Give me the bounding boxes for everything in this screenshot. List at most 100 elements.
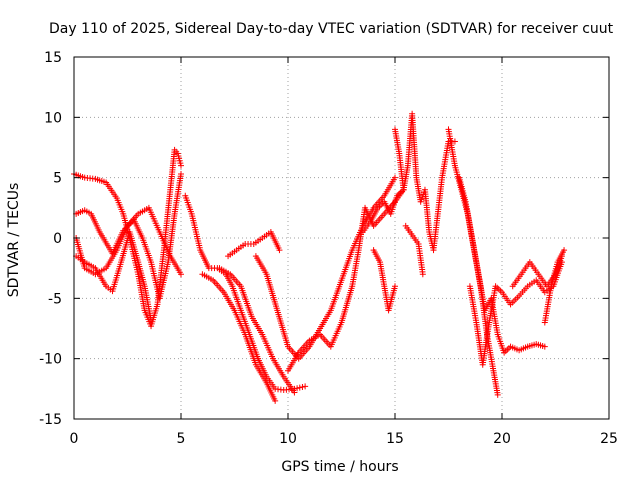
data-point-interp <box>240 242 247 249</box>
data-point-interp <box>494 329 501 336</box>
data-point-interp <box>438 176 445 183</box>
data-point-interp <box>279 371 286 378</box>
series-track-i <box>252 174 398 362</box>
data-point-interp <box>134 256 141 263</box>
data-point-interp <box>409 232 416 239</box>
data-point-interp <box>390 176 397 183</box>
data-point-interp <box>173 148 180 155</box>
data-point-interp <box>367 218 374 225</box>
data-point-interp <box>379 194 386 201</box>
data-point-interp <box>373 206 380 213</box>
data-point-interp <box>405 226 412 233</box>
y-tick-label: 10 <box>44 110 62 126</box>
data-point-interp <box>258 329 265 336</box>
data-point-interp <box>497 287 504 294</box>
series-track-m <box>392 110 458 254</box>
data-point-interp <box>177 173 184 180</box>
series-track-q <box>466 259 565 368</box>
data-point-interp <box>391 285 398 292</box>
x-tick-label: 25 <box>600 431 618 447</box>
data-point-interp <box>133 212 140 219</box>
data-point-interp <box>294 351 301 358</box>
data-point-interp <box>81 263 88 270</box>
x-tick-label: 20 <box>493 431 511 447</box>
series-track-j <box>285 186 407 374</box>
data-point-interp <box>355 249 362 256</box>
data-point-interp <box>252 359 259 366</box>
data-point-interp <box>187 208 194 215</box>
data-point-interp <box>247 311 254 318</box>
series-track-l <box>370 247 398 314</box>
data-point-interp <box>379 200 386 207</box>
data-point-interp <box>271 395 278 402</box>
data-point-interp <box>85 209 92 216</box>
data-point-interp <box>143 206 150 213</box>
x-axis-label: GPS time / hours <box>281 459 398 475</box>
data-point-interp <box>166 250 173 257</box>
data-point-interp <box>100 266 107 273</box>
data-point-interp <box>117 261 124 268</box>
data-point-interp <box>155 226 162 233</box>
data-point-interp <box>138 232 145 239</box>
data-point-interp <box>559 249 566 256</box>
series-track-b <box>73 228 155 324</box>
data-point-interp <box>348 285 355 292</box>
data-point-interp <box>315 327 322 334</box>
data-point-interp <box>90 263 97 270</box>
data-point-interp <box>554 261 561 268</box>
data-point-interp <box>445 140 452 147</box>
data-point-interp <box>414 239 421 246</box>
data-point-interp <box>147 256 154 263</box>
data-point-interp <box>475 268 482 275</box>
x-tick-label: 0 <box>70 431 79 447</box>
chart-title: Day 110 of 2025, Sidereal Day-to-day VTE… <box>49 21 614 37</box>
data-point-interp <box>379 212 386 219</box>
data-point-interp <box>462 196 469 203</box>
data-point-interp <box>79 173 86 180</box>
data-point-interp <box>290 387 297 394</box>
data-point-interp <box>505 345 512 352</box>
data-point-interp <box>393 195 400 202</box>
data-point-interp <box>273 305 280 312</box>
data-point-interp <box>241 329 248 336</box>
data-point-interp <box>123 225 130 232</box>
data-point-interp <box>404 164 411 171</box>
data-point-interp <box>171 213 178 220</box>
data-point-interp <box>348 249 355 256</box>
data-point-interp <box>204 263 211 270</box>
data-point-interp <box>160 249 167 256</box>
x-axis-ticks: 0 5 10 15 20 25 <box>70 57 618 447</box>
y-tick-label: -10 <box>39 352 62 368</box>
data-point-interp <box>485 321 492 328</box>
data-point-interp <box>304 339 311 346</box>
data-point-interp <box>262 377 269 384</box>
data-point-interp <box>413 172 420 179</box>
series-track-s <box>541 247 568 326</box>
series-track-f <box>199 271 279 404</box>
data-point-interp <box>101 281 108 288</box>
data-point-interp <box>257 236 264 243</box>
series-track-n <box>402 222 426 278</box>
series-track-d <box>73 204 184 278</box>
data-point-interp <box>494 389 501 396</box>
data-point-interp <box>237 305 244 312</box>
grid <box>74 57 609 419</box>
y-tick-label: 5 <box>53 171 62 187</box>
data-point-interp <box>314 332 321 339</box>
data-point-interp <box>228 281 235 288</box>
data-point-interp <box>490 365 497 372</box>
series-track-o <box>445 126 501 398</box>
data-point-interp <box>395 148 402 155</box>
data-point-interp <box>176 269 183 276</box>
data-point-interp <box>426 226 433 233</box>
data-point-interp <box>141 281 148 288</box>
data-point-interp <box>277 386 284 393</box>
data-point-interp <box>134 268 141 275</box>
data-point-interp <box>522 344 529 351</box>
series-track-r <box>509 253 565 290</box>
data-point-interp <box>337 321 344 328</box>
series-track-g <box>216 265 298 396</box>
data-point-interp <box>533 269 540 276</box>
data-point-interp <box>265 230 272 237</box>
data-point-interp <box>419 268 426 275</box>
